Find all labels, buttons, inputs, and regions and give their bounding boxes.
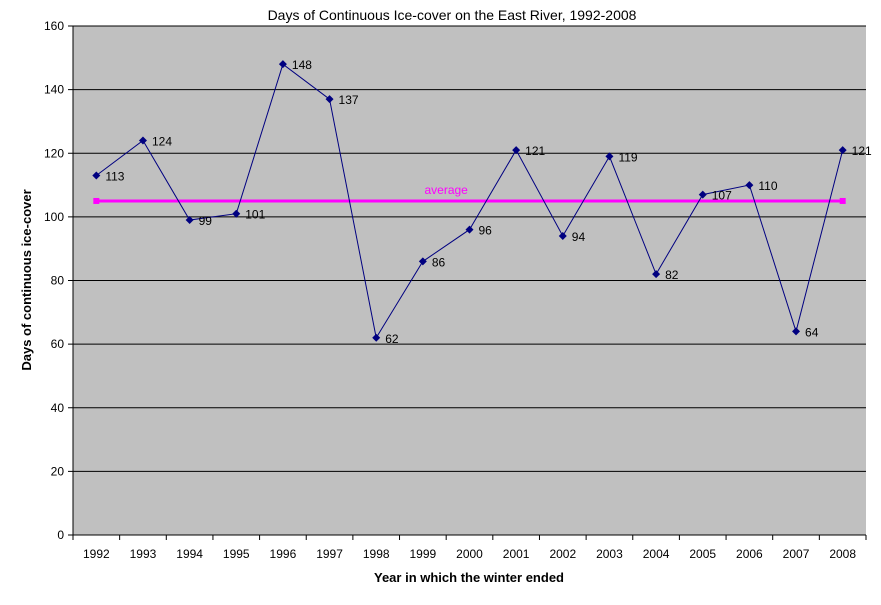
x-tick-label: 2006 [736,547,763,561]
axes: 0 20 40 60 80 100 120 140 160 1992 1993 1994 1995 199… [44,19,867,561]
x-tick-label: 2005 [689,547,716,561]
average-line-group: average [93,183,846,204]
data-label: 86 [432,255,446,269]
data-point [372,333,381,342]
x-tick-label: 2003 [596,547,623,561]
x-tick-label: 1995 [223,547,250,561]
x-tick-label: 2001 [503,547,530,561]
average-marker-start [93,197,100,204]
data-point [418,257,427,266]
average-marker-end [839,197,846,204]
series-group [92,60,847,342]
x-tick-label: 1992 [83,547,110,561]
x-tick-label: 1997 [316,547,343,561]
data-point [558,231,567,240]
x-tick-label: 1998 [363,547,390,561]
data-label: 124 [152,135,172,149]
x-tick-label: 1999 [410,547,437,561]
x-tick-label: 1996 [270,547,297,561]
y-tick-label: 60 [51,337,65,351]
data-point [185,216,194,225]
data-label: 94 [572,230,586,244]
y-axis-title: Days of continuous ice-cover [19,189,34,370]
x-tick-label: 2004 [643,547,670,561]
y-tick-label: 140 [44,83,64,97]
average-label: average [424,183,468,197]
data-label: 110 [758,179,777,193]
data-point [232,209,241,218]
gridlines [73,25,866,472]
y-tick-label: 80 [51,274,65,288]
data-point [512,146,521,155]
data-label: 107 [712,189,732,203]
data-label: 64 [805,325,819,339]
y-tick-label: 160 [44,19,64,33]
data-point [745,181,754,190]
data-label: 101 [245,208,265,222]
data-point [652,270,661,279]
data-point [605,152,614,161]
data-point [698,190,707,199]
y-tick-label: 100 [44,210,64,224]
x-tick-label: 1994 [176,547,203,561]
x-axis-title: Year in which the winter ended [374,570,564,585]
x-tick-label: 2002 [549,547,576,561]
data-label: 119 [618,150,637,164]
x-tick-label: 2000 [456,547,483,561]
x-tick-label: 2007 [783,547,810,561]
data-label: 148 [292,58,312,72]
x-tick-label: 2008 [829,547,856,561]
data-point [792,327,801,336]
data-label: 62 [385,332,399,346]
x-tick-label: 1993 [130,547,157,561]
data-point [92,171,101,180]
data-point [325,95,334,104]
y-tick-label: 40 [51,401,65,415]
data-labels: 113 124 99 101 148 137 62 86 96 121 94 119 82 107 110 6… [105,58,872,346]
data-label: 82 [665,268,679,282]
chart-title: Days of Continuous Ice-cover on the East… [268,7,637,23]
data-label: 96 [479,224,493,238]
data-label: 113 [105,170,124,184]
y-tick-label: 0 [57,528,64,542]
y-tick-label: 20 [51,464,65,478]
data-label: 137 [339,93,359,107]
data-label: 121 [852,144,872,158]
data-label: 99 [199,214,213,228]
data-point [838,146,847,155]
data-point [138,136,147,145]
data-point [278,60,287,69]
data-label: 121 [525,144,545,158]
y-tick-label: 120 [44,146,64,160]
data-point [465,225,474,234]
